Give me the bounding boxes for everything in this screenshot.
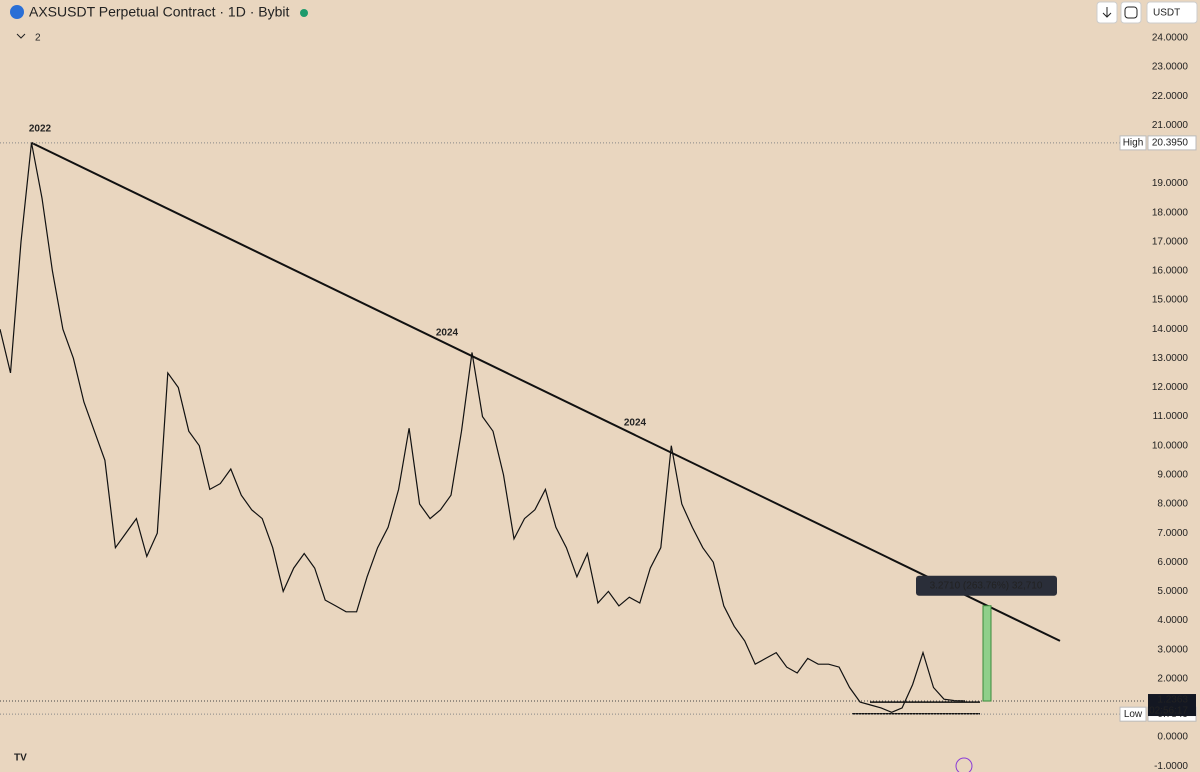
y-tick-label: 8.0000 (1157, 499, 1188, 510)
y-tick-label: 6.0000 (1157, 557, 1188, 568)
chart-title: AXSUSDT Perpetual Contract · 1D · Bybit (29, 4, 290, 20)
y-tick-label: 3.0000 (1157, 644, 1188, 655)
y-tick-label: 22.0000 (1152, 91, 1189, 102)
last-price: 1.2363 (1157, 695, 1188, 706)
measure-box (916, 575, 1057, 596)
annotation: 2024 (624, 418, 647, 429)
countdown: 02:56:17 (1149, 706, 1188, 717)
y-tick-label: 21.0000 (1152, 120, 1189, 131)
high-label: High (1123, 138, 1144, 149)
y-tick-label: 15.0000 (1152, 295, 1189, 306)
y-tick-label: -1.0000 (1154, 761, 1188, 772)
fullscreen-icon (1124, 6, 1138, 19)
flash-icon[interactable] (955, 757, 973, 772)
price-axis (1120, 0, 1200, 772)
y-tick-label: 16.0000 (1152, 266, 1189, 277)
high-tag (1147, 135, 1197, 151)
y-tick-label: 13.0000 (1152, 353, 1189, 364)
measure-text: 3.2710 (263.76%) 32,710 (930, 580, 1043, 591)
y-tick-label: 19.0000 (1152, 178, 1189, 189)
indicator-count[interactable]: 2 (35, 33, 41, 44)
y-tick-label: 11.0000 (1153, 411, 1189, 422)
y-tick-label: 12.0000 (1152, 382, 1189, 393)
logo: TV (14, 753, 27, 764)
low-label-box (1119, 706, 1147, 722)
y-tick-label: 7.0000 (1157, 528, 1188, 539)
symbol-icon (10, 5, 24, 19)
low-label: Low (1124, 709, 1143, 720)
y-tick-label: 9.0000 (1157, 469, 1188, 480)
trendline (31, 141, 1061, 642)
y-tick-label: 17.0000 (1152, 236, 1189, 247)
measure-range (982, 605, 992, 702)
y-tick-label: 2.0000 (1157, 673, 1188, 684)
collapse-icon[interactable] (16, 33, 26, 39)
status-dot (300, 9, 308, 17)
download-icon (1102, 7, 1112, 18)
currency-button[interactable] (1146, 1, 1198, 24)
y-tick-label: 18.0000 (1152, 207, 1189, 218)
high-label-box (1119, 135, 1147, 151)
y-tick-label: 10.0000 (1152, 440, 1189, 451)
y-tick-label: 4.0000 (1157, 615, 1188, 626)
y-tick-label: 24.0000 (1152, 33, 1189, 44)
y-tick-label: 5.0000 (1157, 586, 1188, 597)
y-tick-label: 14.0000 (1152, 324, 1189, 335)
price-line (0, 142, 966, 713)
last-tag (1148, 694, 1196, 717)
y-tick-label: 0.0000 (1157, 732, 1188, 743)
currency-label: USDT (1153, 8, 1180, 19)
annotation: 2024 (436, 327, 459, 338)
annotation: 2022 (29, 123, 52, 134)
high-price: 20.3950 (1152, 138, 1189, 149)
y-tick-label: 23.0000 (1152, 62, 1189, 73)
fullscreen-button[interactable] (1120, 1, 1142, 24)
